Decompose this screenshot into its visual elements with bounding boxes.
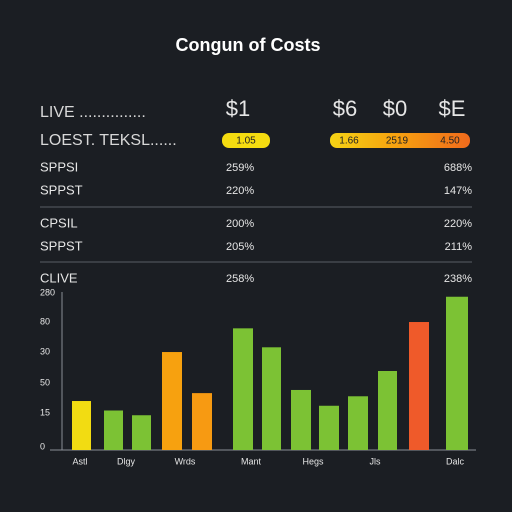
- lowest-label: LOEST. TEKSL......: [40, 132, 177, 149]
- y-axis-label: 15: [40, 407, 50, 417]
- x-tick-label: Hegs: [302, 456, 324, 466]
- row-value: 238%: [444, 273, 472, 285]
- y-axis-label: 80: [40, 316, 50, 326]
- live-value: $1: [226, 96, 250, 121]
- bar: [72, 401, 91, 450]
- row-value: 211%: [445, 241, 473, 253]
- bar: [291, 389, 311, 450]
- bar: [104, 410, 123, 450]
- y-axis-label: 30: [40, 346, 50, 356]
- row-label: CPSIL: [40, 215, 78, 230]
- badge-text: 4.50: [440, 136, 460, 147]
- x-tick-label: Mant: [241, 456, 262, 466]
- row-value: 258%: [226, 273, 254, 285]
- x-tick-label: Wrds: [175, 456, 196, 466]
- bar: [262, 347, 281, 450]
- badge: [330, 133, 470, 148]
- row-value: 220%: [444, 218, 472, 230]
- row-label: SPPSI: [40, 159, 78, 174]
- row-value: 688%: [444, 162, 472, 174]
- bar: [162, 352, 182, 450]
- bar: [132, 415, 151, 450]
- bar: [233, 328, 253, 450]
- live-value: $0: [383, 96, 407, 121]
- bar: [446, 296, 468, 450]
- x-tick-label: Dlgy: [117, 456, 136, 466]
- row-label: SPPST: [40, 238, 83, 253]
- row-value: 200%: [226, 218, 254, 230]
- y-axis-label: 50: [40, 377, 50, 387]
- x-tick-label: Astl: [72, 456, 87, 466]
- row-label: SPPST: [40, 182, 83, 197]
- bar: [319, 405, 339, 450]
- bar: [378, 371, 397, 450]
- title: Congun of Costs: [176, 35, 321, 55]
- row-value: 147%: [444, 185, 472, 197]
- badge: [222, 133, 270, 148]
- bar: [409, 322, 429, 450]
- live-value: $6: [333, 96, 357, 121]
- bar: [348, 396, 368, 450]
- x-tick-label: Jls: [370, 456, 381, 466]
- y-axis-label: 280: [40, 287, 55, 297]
- row-value: 220%: [226, 185, 254, 197]
- live-label: LIVE ...............: [40, 104, 146, 121]
- live-value: $E: [439, 96, 466, 121]
- row-label: CLIVE: [40, 270, 78, 285]
- row-value: 205%: [226, 241, 254, 253]
- badge-text: 1.66: [339, 136, 359, 147]
- badge-text: 2519: [386, 136, 409, 147]
- badge-text: 1.05: [236, 136, 256, 147]
- row-value: 259%: [226, 162, 254, 174]
- y-axis-label: 0: [40, 441, 45, 451]
- bar: [192, 393, 212, 450]
- x-tick-label: Dalc: [446, 456, 465, 466]
